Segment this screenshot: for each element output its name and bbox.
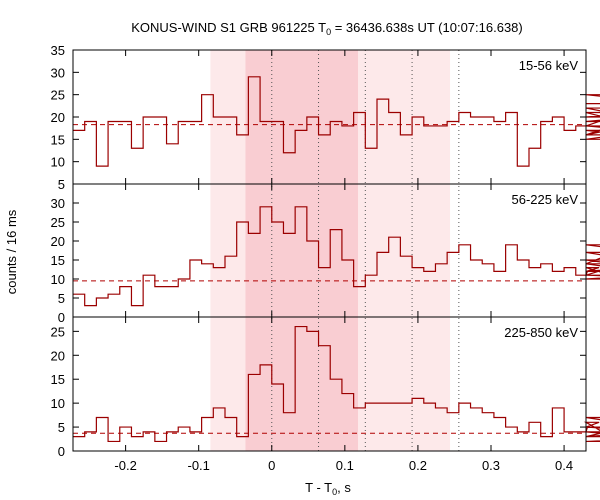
y-tick-label: 5 — [58, 420, 65, 435]
x-tick-label: 0.3 — [482, 458, 500, 473]
y-tick-label: 10 — [51, 396, 65, 411]
x-label-subscript: 0 — [332, 487, 337, 497]
x-tick-label: -0.1 — [187, 458, 209, 473]
x-tick-label: 0 — [268, 458, 275, 473]
y-tick-label: 15 — [51, 132, 65, 147]
x-tick-label: -0.2 — [114, 458, 136, 473]
energy-band-label: 56-225 keV — [512, 192, 579, 207]
x-tick-label: 0.2 — [409, 458, 427, 473]
y-tick-label: 25 — [51, 88, 65, 103]
title-subscript: 0 — [326, 27, 331, 37]
panel-1: 0 5 10 15 20 25 30 56-225 keV — [51, 183, 600, 325]
y-tick-label: 30 — [51, 65, 65, 80]
count-histogram — [73, 206, 600, 307]
plot-area: 5 10 15 20 25 30 35 15-56 keV 0 5 10 15 20 25 30 56-225… — [51, 43, 600, 473]
y-tick-label: 35 — [51, 43, 65, 58]
x-tick-label: 0.1 — [336, 458, 354, 473]
y-tick-label: 20 — [51, 110, 65, 125]
y-tick-label: 0 — [58, 310, 65, 325]
y-tick-label: 15 — [51, 253, 65, 268]
x-axis-label: T - T0, s — [305, 480, 351, 497]
y-tick-label: 10 — [51, 272, 65, 287]
y-tick-label: 30 — [51, 196, 65, 211]
y-tick-label: 20 — [51, 234, 65, 249]
chart-title: KONUS-WIND S1 GRB 961225 T0 = 36436.638s… — [131, 20, 523, 37]
y-tick-label: 10 — [51, 155, 65, 170]
y-tick-label: 5 — [58, 291, 65, 306]
panel-frame — [72, 316, 587, 452]
y-tick-label: 25 — [51, 324, 65, 339]
y-tick-label: 25 — [51, 215, 65, 230]
energy-band-label: 225-850 keV — [504, 325, 578, 340]
y-tick-label: 15 — [51, 372, 65, 387]
panel-2: 0 5 10 15 20 25 225-850 keV — [51, 316, 600, 459]
count-histogram — [73, 325, 600, 443]
shaded-region-1 — [245, 50, 358, 451]
energy-band-label: 15-56 keV — [519, 58, 579, 73]
x-tick-label: 0.4 — [555, 458, 573, 473]
y-tick-label: 0 — [58, 444, 65, 459]
y-tick-label: 20 — [51, 348, 65, 363]
y-tick-label: 5 — [58, 177, 65, 192]
y-axis-label: counts / 16 ms — [4, 209, 19, 294]
